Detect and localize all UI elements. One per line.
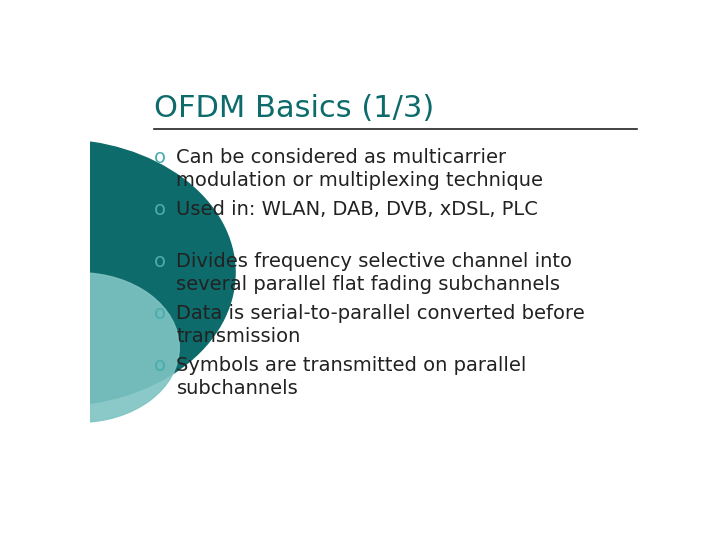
Circle shape xyxy=(0,273,179,422)
Text: Data is serial-to-parallel converted before
transmission: Data is serial-to-parallel converted bef… xyxy=(176,304,585,346)
Text: Divides frequency selective channel into
several parallel flat fading subchannel: Divides frequency selective channel into… xyxy=(176,252,572,294)
Text: o: o xyxy=(154,304,166,323)
Circle shape xyxy=(0,140,235,406)
Text: Symbols are transmitted on parallel
subchannels: Symbols are transmitted on parallel subc… xyxy=(176,356,527,397)
Text: Can be considered as multicarrier
modulation or multiplexing technique: Can be considered as multicarrier modula… xyxy=(176,148,544,190)
Text: OFDM Basics (1/3): OFDM Basics (1/3) xyxy=(154,94,434,123)
Text: o: o xyxy=(154,252,166,271)
Text: Used in: WLAN, DAB, DVB, xDSL, PLC: Used in: WLAN, DAB, DVB, xDSL, PLC xyxy=(176,200,539,219)
Text: o: o xyxy=(154,200,166,219)
Text: o: o xyxy=(154,356,166,375)
Text: o: o xyxy=(154,148,166,167)
